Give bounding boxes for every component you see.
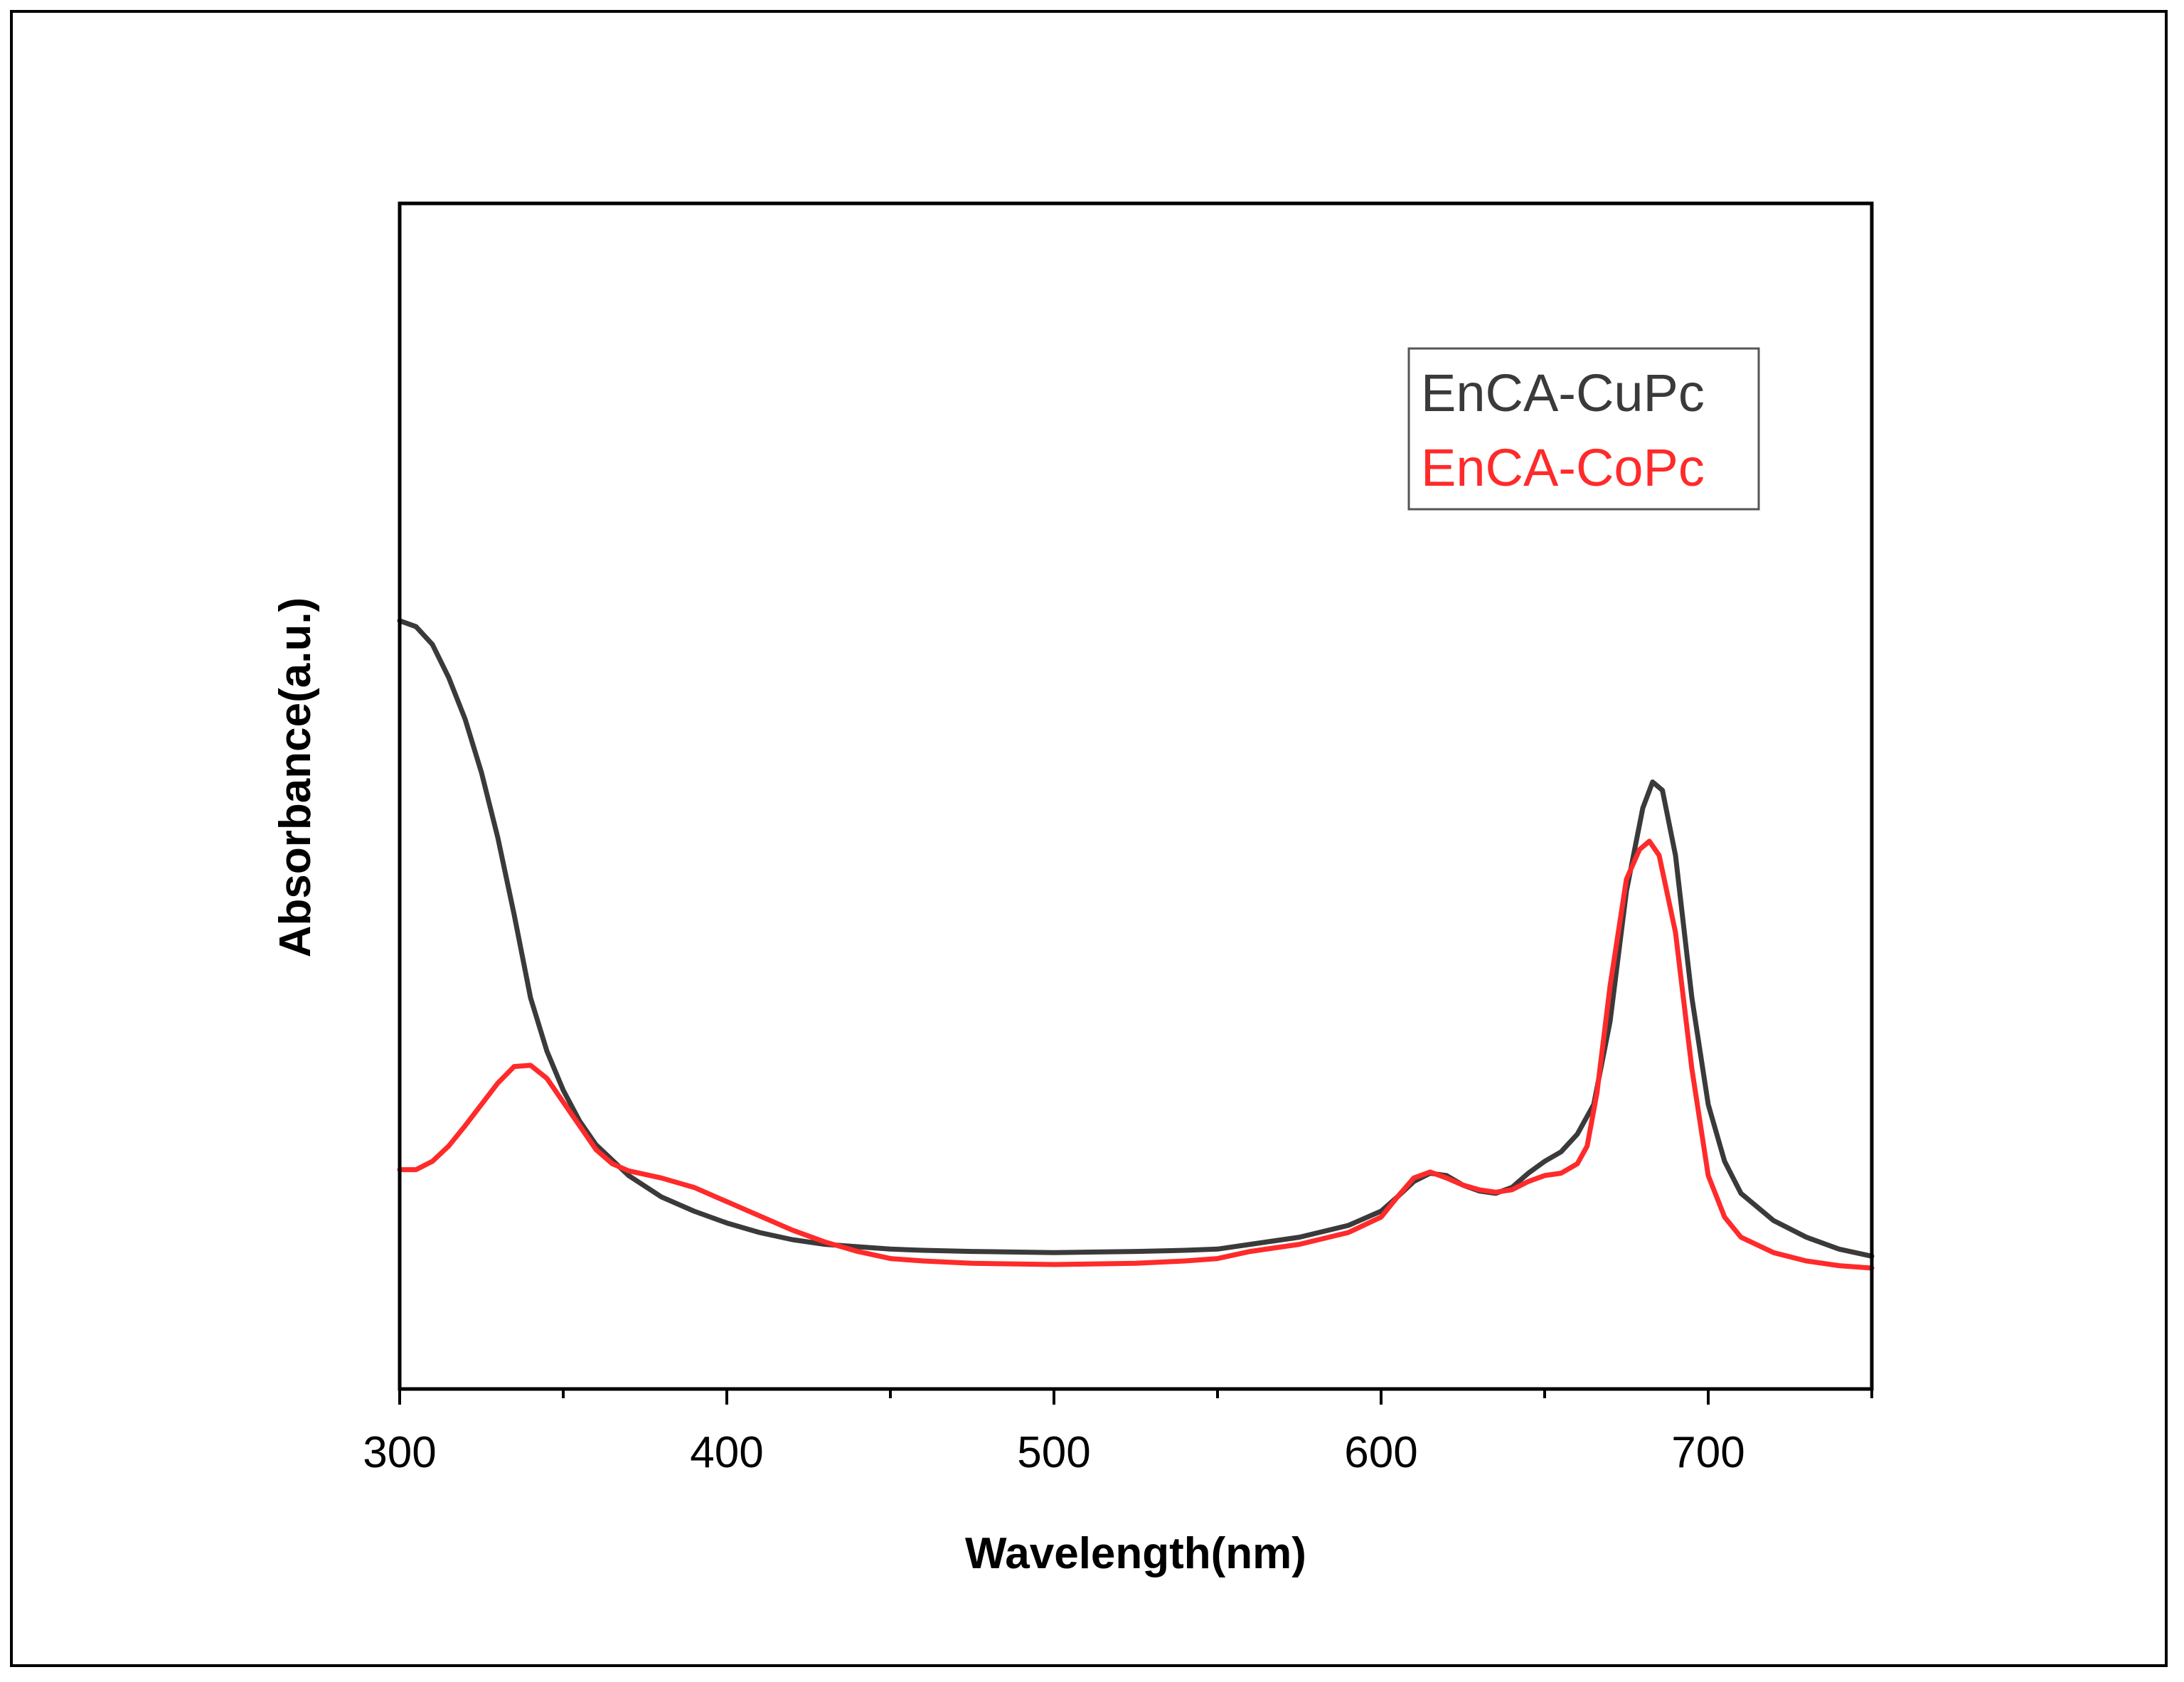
x-tick-label: 700 <box>1671 1428 1744 1477</box>
figure-frame <box>10 10 2168 1667</box>
x-tick-label: 600 <box>1344 1428 1417 1477</box>
series-layer <box>397 618 1875 1271</box>
legend: EnCA-CuPc EnCA-CoPc <box>1407 347 1760 511</box>
series-line-enca-cupc <box>397 618 1875 1259</box>
x-tick-label: 500 <box>1017 1428 1090 1477</box>
x-axis: 300 400 500 600 700 <box>363 1389 1873 1477</box>
plot-area <box>398 201 1874 1391</box>
x-tick-label: 300 <box>363 1428 436 1477</box>
y-axis-title: Absorbance(a.u.) <box>271 597 320 957</box>
legend-entry-enca-copc: EnCA-CoPc <box>1421 438 1705 497</box>
x-tick-label: 400 <box>690 1428 763 1477</box>
x-axis-title: Wavelength(nm) <box>965 1529 1306 1578</box>
series-line-enca-copc <box>397 839 1875 1271</box>
legend-entry-enca-cupc: EnCA-CuPc <box>1421 363 1705 422</box>
legend-box <box>1407 347 1760 511</box>
